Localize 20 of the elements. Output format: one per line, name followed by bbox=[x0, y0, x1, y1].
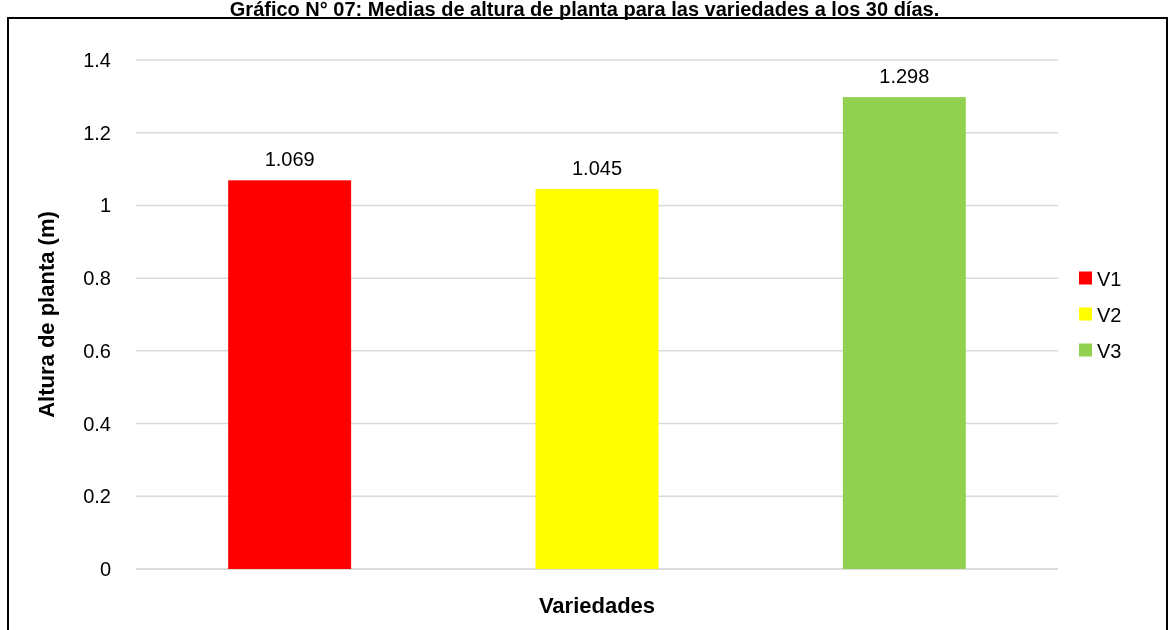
y-tick-label: 0.6 bbox=[83, 339, 111, 362]
y-tick-label: 0.2 bbox=[83, 485, 111, 508]
bar bbox=[535, 189, 659, 569]
y-tick-label: 1.2 bbox=[83, 121, 111, 144]
y-tick-label: 1.4 bbox=[83, 49, 111, 71]
legend-label: V2 bbox=[1097, 303, 1122, 326]
legend-label: V3 bbox=[1097, 339, 1122, 362]
bar bbox=[842, 97, 966, 569]
y-tick-label: 0.4 bbox=[83, 412, 111, 435]
bar bbox=[228, 180, 352, 569]
y-tick-label: 0 bbox=[99, 558, 111, 580]
chart-title: Gráfico N° 07: Medias de altura de planta para las variedades a los 30 días. bbox=[229, 0, 940, 20]
y-tick-label: 0.8 bbox=[83, 267, 111, 290]
y-axis-title: Altura de planta (m) bbox=[34, 211, 59, 418]
data-label: 1.069 bbox=[264, 148, 315, 171]
data-label: 1.298 bbox=[879, 65, 930, 88]
legend-label: V1 bbox=[1097, 267, 1122, 290]
data-label: 1.045 bbox=[571, 157, 623, 180]
x-axis-title: Variedades bbox=[538, 593, 656, 618]
y-tick-label: 1 bbox=[99, 194, 111, 217]
